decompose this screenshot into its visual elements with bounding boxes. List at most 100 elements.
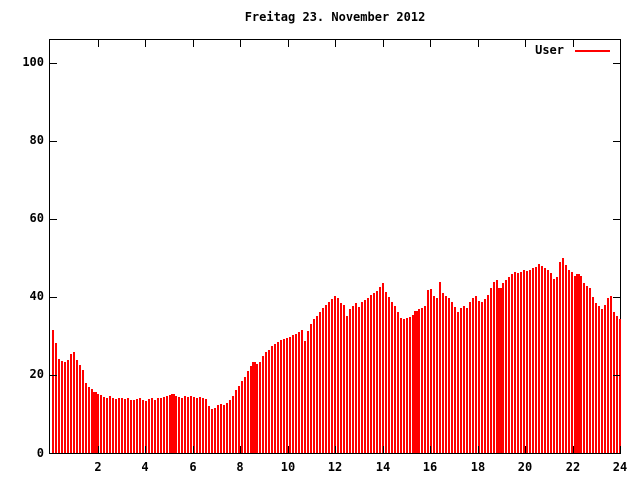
tick-mark — [620, 446, 621, 453]
bar — [109, 396, 111, 453]
bar — [88, 387, 90, 453]
bar — [514, 272, 516, 453]
bar — [487, 295, 489, 453]
x-tick-label: 2 — [94, 460, 102, 474]
bar — [70, 354, 72, 453]
bar — [382, 283, 384, 453]
bar — [370, 295, 372, 453]
tick-mark — [98, 40, 99, 47]
bar — [433, 296, 435, 453]
bar — [163, 397, 165, 453]
tick-mark — [613, 375, 620, 376]
tick-mark — [50, 297, 57, 298]
bar — [421, 308, 423, 453]
bar — [93, 392, 97, 453]
bar — [367, 298, 369, 453]
tick-mark — [613, 219, 620, 220]
bar — [184, 396, 186, 453]
bar — [148, 399, 150, 453]
bar — [256, 364, 258, 453]
bar — [505, 280, 507, 453]
bar — [385, 292, 387, 453]
bar — [220, 404, 222, 453]
bar — [412, 315, 414, 453]
bar — [139, 398, 141, 453]
bar — [304, 341, 306, 453]
tick-mark — [50, 375, 57, 376]
bar — [85, 383, 87, 453]
x-tick-label: 8 — [236, 460, 244, 474]
bar — [343, 305, 345, 453]
legend: User — [535, 44, 610, 57]
bar — [424, 306, 426, 453]
y-tick-label: 20 — [29, 367, 44, 381]
tick-mark — [573, 40, 574, 47]
bar — [151, 398, 153, 453]
bar — [316, 316, 318, 453]
bar — [331, 299, 333, 453]
bar — [484, 299, 486, 453]
bar — [559, 262, 561, 453]
bar — [325, 305, 327, 453]
bar — [586, 286, 588, 453]
bar — [247, 371, 249, 453]
bar — [445, 296, 447, 453]
bar — [79, 365, 81, 453]
tick-mark — [430, 446, 431, 453]
bar — [568, 270, 570, 453]
bar — [439, 282, 441, 453]
x-tick-label: 24 — [612, 460, 628, 474]
legend-line-sample — [575, 49, 610, 52]
bar — [55, 343, 57, 453]
bar — [103, 397, 105, 453]
bar — [142, 400, 144, 453]
tick-mark — [50, 63, 57, 64]
bar — [601, 309, 603, 453]
bar — [211, 409, 213, 453]
bar — [289, 337, 291, 453]
bar — [349, 309, 351, 453]
x-tick-label: 4 — [141, 460, 149, 474]
bar — [171, 394, 175, 453]
bar — [502, 283, 504, 453]
tick-mark — [335, 40, 336, 47]
bar — [409, 317, 411, 453]
y-tick-label: 40 — [29, 289, 44, 303]
tick-mark — [145, 40, 146, 47]
bar — [196, 398, 198, 453]
bar — [454, 307, 456, 453]
bar — [232, 396, 234, 453]
x-tick-label: 12 — [327, 460, 343, 474]
bar — [538, 264, 540, 453]
x-tick-label: 16 — [422, 460, 438, 474]
bar — [268, 350, 270, 453]
bar — [157, 398, 159, 453]
tick-mark — [430, 40, 431, 47]
tick-mark — [613, 453, 620, 454]
bar — [406, 318, 408, 453]
bar — [364, 300, 366, 453]
bar — [565, 265, 567, 453]
tick-mark — [478, 40, 479, 47]
bar — [466, 308, 468, 453]
y-tick-label: 80 — [29, 133, 44, 147]
tick-mark — [613, 141, 620, 142]
tick-mark — [613, 63, 620, 64]
bar — [292, 335, 294, 453]
bar — [106, 398, 108, 453]
bar — [361, 302, 363, 453]
bar — [328, 302, 330, 453]
bar — [355, 303, 357, 453]
bar — [535, 267, 537, 453]
bar — [124, 399, 126, 453]
bar — [250, 366, 252, 453]
bar — [160, 398, 162, 453]
x-tick-label: 10 — [280, 460, 296, 474]
bar — [169, 395, 171, 453]
bar — [373, 293, 375, 453]
chart-title: Freitag 23. November 2012 — [244, 10, 426, 24]
bar — [592, 297, 594, 453]
bar — [544, 268, 546, 453]
bar — [166, 396, 168, 453]
